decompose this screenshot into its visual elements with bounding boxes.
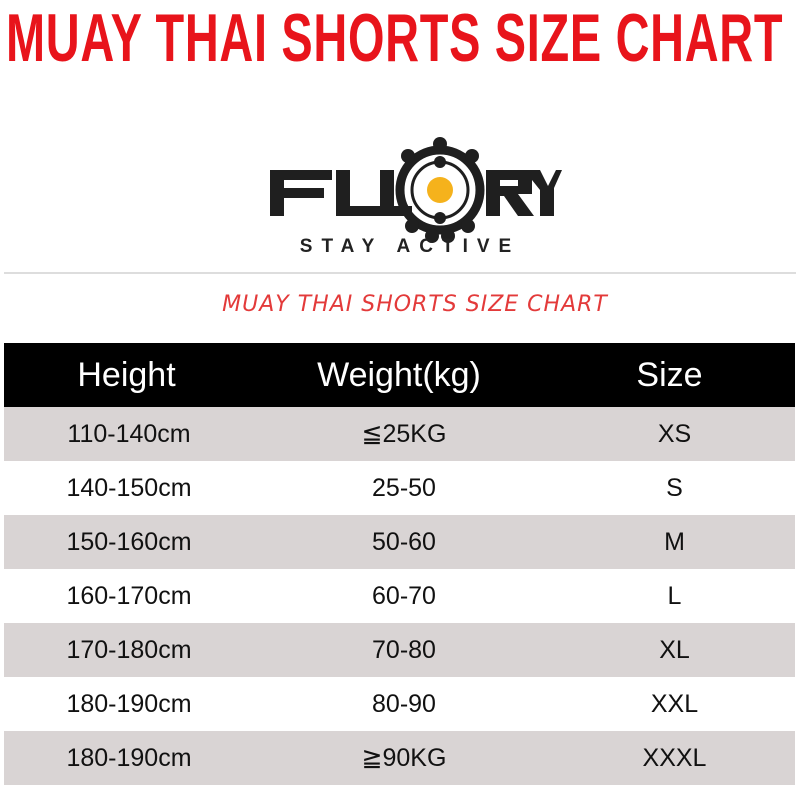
fluory-logo <box>270 137 562 243</box>
size-cell: XXL <box>650 689 699 718</box>
logo-tagline: STAY ACTIVE <box>299 236 521 257</box>
page-title: MUAY THAI SHORTS SIZE CHART <box>6 0 784 76</box>
size-cell: S <box>666 473 683 502</box>
table-row: 140-150cm 25-50 S <box>4 461 795 515</box>
header-weight: Weight(kg) <box>317 355 481 394</box>
table-row: 150-160cm 50-60 M <box>4 515 795 569</box>
weight-cell: 70-80 <box>372 635 436 664</box>
weight-cell: 60-70 <box>372 581 436 610</box>
size-cell: L <box>667 581 682 610</box>
height-cell: 180-190cm <box>66 743 192 772</box>
chart-subtitle: MUAY THAI SHORTS SIZE CHART <box>222 292 608 317</box>
weight-cell: 80-90 <box>372 689 436 718</box>
weight-cell: ≦25KG <box>361 420 447 448</box>
size-cell: XS <box>657 419 692 448</box>
size-chart-table: Height Weight(kg) Size 110-140cm ≦25KG X… <box>4 343 795 785</box>
height-cell: 150-160cm <box>66 527 192 556</box>
size-cell: M <box>664 527 685 556</box>
height-cell: 140-150cm <box>66 473 192 502</box>
height-cell: 160-170cm <box>66 581 192 610</box>
table-header: Height Weight(kg) Size <box>4 343 795 407</box>
weight-cell: ≧90KG <box>361 744 447 772</box>
table-row: 160-170cm 60-70 L <box>4 569 795 623</box>
divider <box>4 272 796 274</box>
size-cell: XL <box>659 635 690 664</box>
table-row: 180-190cm ≧90KG XXXL <box>4 731 795 785</box>
weight-cell: 50-60 <box>372 527 436 556</box>
header-size: Size <box>636 355 703 394</box>
height-cell: 110-140cm <box>67 419 191 448</box>
table-row: 110-140cm ≦25KG XS <box>4 407 795 461</box>
height-cell: 170-180cm <box>66 635 192 664</box>
table-row: 180-190cm 80-90 XXL <box>4 677 795 731</box>
size-cell: XXXL <box>642 743 707 772</box>
weight-cell: 25-50 <box>372 473 436 502</box>
header-height: Height <box>77 355 176 394</box>
height-cell: 180-190cm <box>66 689 192 718</box>
table-row: 170-180cm 70-80 XL <box>4 623 795 677</box>
